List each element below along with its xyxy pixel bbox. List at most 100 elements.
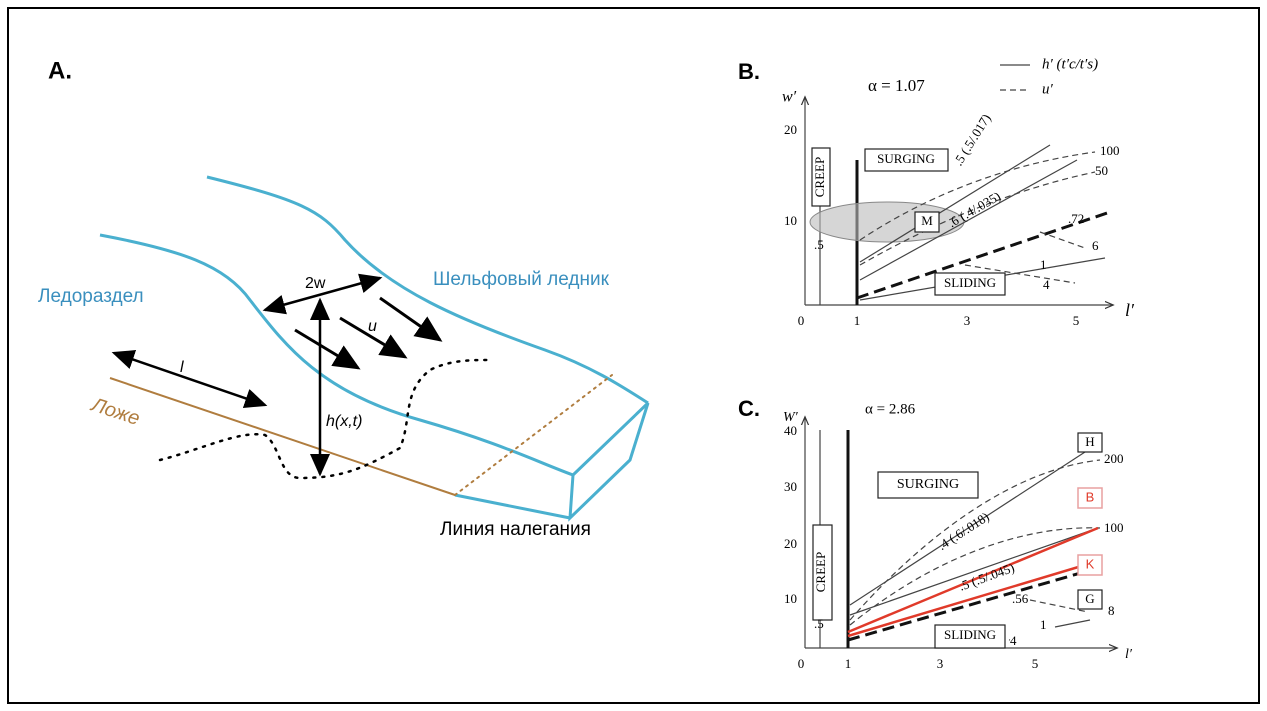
region-label: SLIDING (944, 275, 996, 290)
shelf-label: Шельфовый ледник (433, 269, 610, 290)
curve (859, 159, 1078, 281)
surging-box (864, 148, 949, 172)
glacier-box (1077, 432, 1103, 453)
glacier-label: H (1085, 434, 1094, 449)
glacier-range (809, 201, 965, 243)
curve-label: 200 (1104, 451, 1124, 466)
ice-surface (206, 175, 649, 405)
curve-label: 8 (1108, 603, 1115, 618)
velocity-arrow (379, 296, 443, 342)
curve-label: 1 (1040, 617, 1047, 632)
curve (849, 527, 1101, 626)
panel-label: B. (738, 59, 760, 84)
curve (847, 560, 1096, 638)
bed-line (109, 377, 456, 496)
x-tick-label: 3 (937, 656, 944, 671)
curve-label: .5 (814, 237, 824, 252)
grounding-dots (454, 374, 613, 496)
curve (849, 459, 1101, 621)
region-label: SURGING (897, 477, 959, 492)
curve-label: .4 (.6/.018) (935, 509, 992, 553)
velocity-label: u (368, 318, 377, 335)
curve (856, 210, 1111, 300)
bed-label: Ложе (87, 393, 143, 430)
glacier-label: G (1085, 591, 1094, 606)
glacier-label: K (1086, 556, 1095, 571)
x-tick-label: 3 (964, 313, 971, 328)
x-tick-label: 1 (854, 313, 861, 328)
curve (847, 526, 1099, 634)
curve-label: 100 (1100, 143, 1120, 158)
ice-edge (99, 233, 574, 477)
surging-box (877, 471, 979, 499)
curve (849, 527, 1099, 616)
x-tick-label: 0 (798, 656, 805, 671)
curve-label: .5 (814, 616, 824, 631)
curve-label: 1 (1040, 257, 1047, 272)
curve-label: .5 (.5/.017) (950, 111, 993, 168)
length-arrow (111, 350, 268, 408)
y-tick-label: 30 (784, 479, 797, 494)
velocity-arrow (294, 328, 361, 370)
curve (1054, 619, 1091, 628)
y-tick-label: 10 (784, 213, 797, 228)
x-axis-label: l′ (1125, 300, 1135, 320)
glacier-box (1077, 589, 1103, 610)
panel-c: C. α = 2.86 W′ l′ CREEP SURGING SLIDING … (738, 396, 1133, 671)
sliding-box (934, 272, 1006, 296)
alpha-label: α = 2.86 (865, 401, 916, 417)
panel-label: A. (48, 57, 72, 84)
y-tick-label: 10 (784, 591, 797, 606)
region-label: CREEP (812, 157, 827, 197)
curve-label: 100 (1104, 520, 1124, 535)
curve-label: 4 (1043, 277, 1050, 292)
x-tick-label: 5 (1032, 656, 1039, 671)
creep-box (812, 524, 833, 621)
glacier-label: B (1086, 489, 1095, 504)
curve (849, 451, 1086, 606)
curve (964, 264, 1076, 284)
region-label: SURGING (877, 151, 935, 166)
curve-label: .72 (1068, 211, 1084, 226)
thickness-label: h(x,t) (326, 413, 362, 430)
grounding-label: Линия налегания (440, 519, 591, 540)
glacier-box (1077, 487, 1103, 509)
legend-entry: h′ (t′c/t′s) (1042, 56, 1098, 72)
curve (847, 566, 1099, 642)
curve-label: .6 (.4/.035) (945, 188, 1003, 230)
panel-label: C. (738, 396, 760, 421)
width-arrow (262, 273, 383, 315)
curve-label: 50 (1095, 163, 1108, 178)
region-label: SLIDING (944, 627, 996, 642)
y-tick-label: 20 (784, 122, 797, 137)
curve-label: 4 (1010, 633, 1017, 648)
curve (859, 144, 1051, 263)
curve-label: 6 (1092, 238, 1099, 253)
velocity-arrow (339, 316, 408, 359)
y-tick-label: 40 (784, 423, 797, 438)
panel-b: B. α = 1.07 w′ l′ h′ (t′c/t′s) u′ CREEP … (738, 56, 1135, 328)
glacier-label: M (921, 213, 933, 228)
frame (7, 7, 1260, 704)
shelf-front (454, 401, 650, 522)
sliding-box (934, 624, 1006, 649)
creep-box (811, 147, 831, 207)
x-tick-label: 5 (1073, 313, 1080, 328)
x-tick-label: 0 (798, 313, 805, 328)
y-axis-label: W′ (783, 410, 799, 425)
curve-label: .56 (1012, 591, 1029, 606)
divide-label: Ледораздел (38, 286, 144, 307)
dotted-boundary (158, 358, 492, 480)
region-label: CREEP (813, 552, 828, 592)
alpha-label: α = 1.07 (868, 76, 925, 95)
panel-a: A. Ледораздел Шельфовый ледник Ложе Лини… (38, 57, 650, 540)
curve (1039, 231, 1086, 249)
glacier-box (1077, 554, 1103, 576)
x-axis-label: l′ (1125, 647, 1133, 662)
width-label: 2w (305, 275, 326, 292)
glacier-box (914, 211, 940, 233)
length-label: l (180, 359, 184, 376)
y-axis-label: w′ (782, 89, 797, 106)
x-tick-label: 1 (845, 656, 852, 671)
